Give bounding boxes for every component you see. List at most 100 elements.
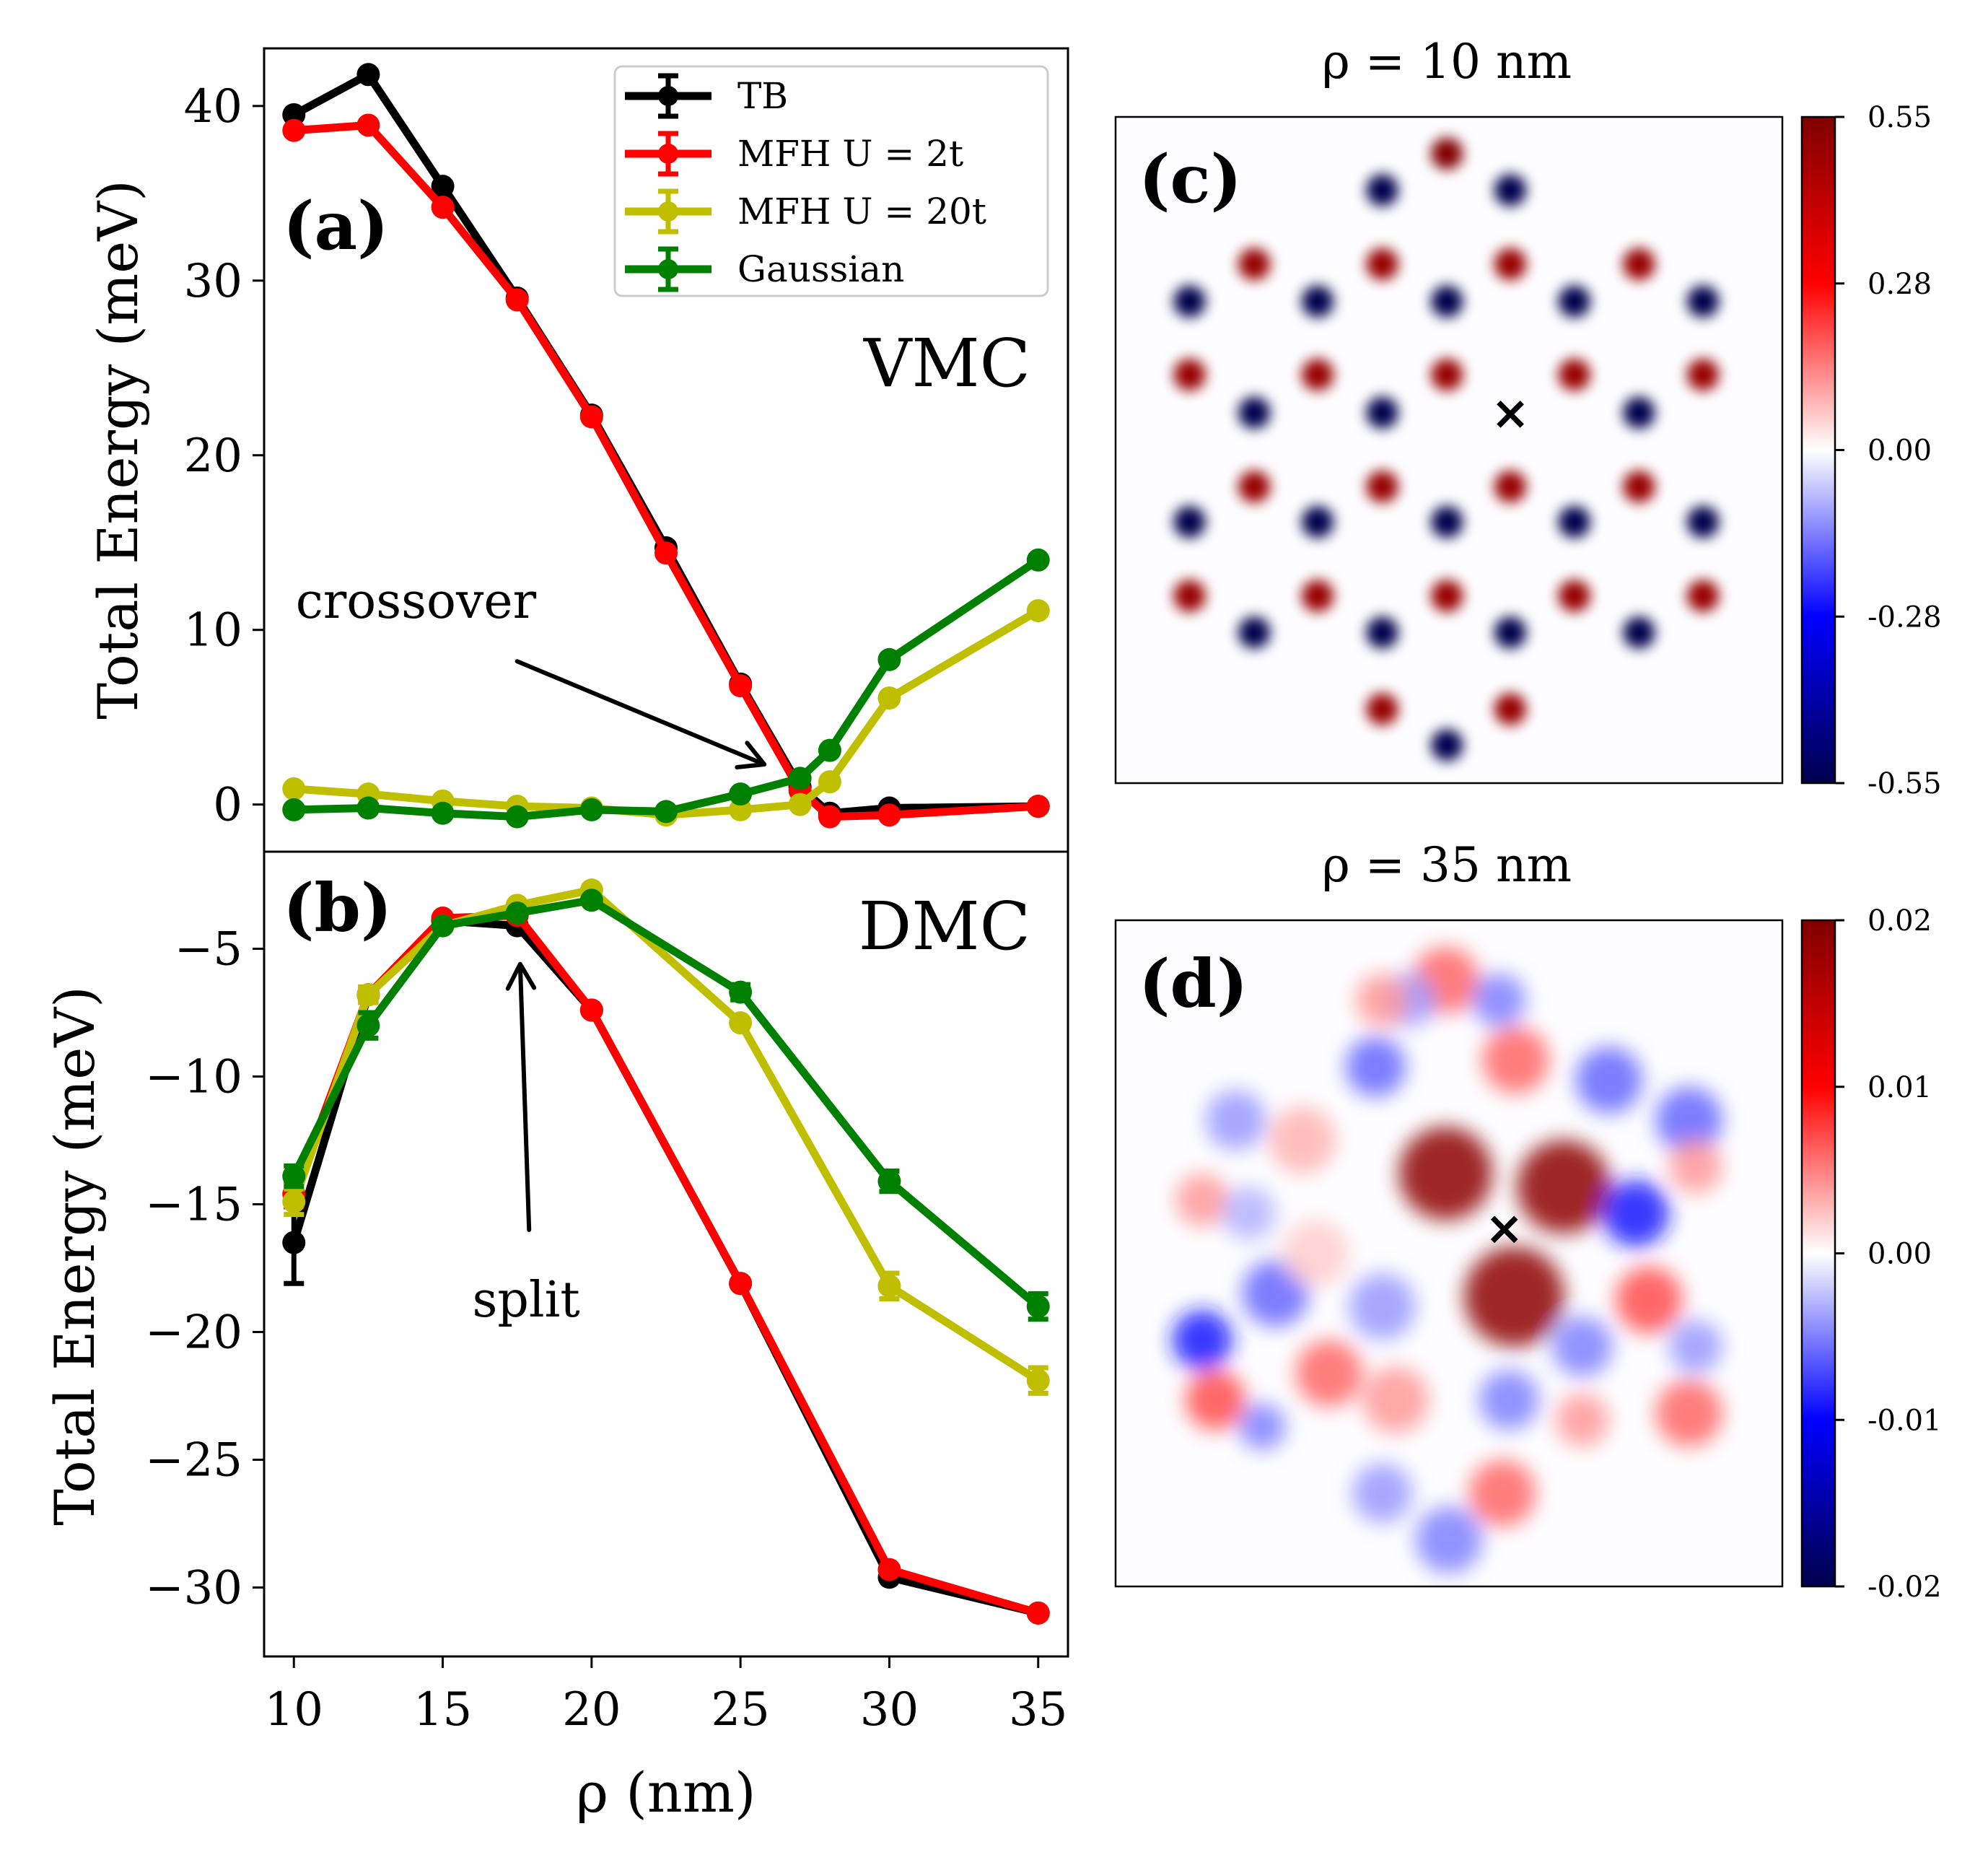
data-point: [282, 798, 306, 821]
negative-density-blob: [1602, 1179, 1669, 1247]
positive-density-blob: [1355, 973, 1409, 1027]
negative-density-blob: [1301, 506, 1334, 538]
positive-density-blob: [1398, 1127, 1493, 1221]
data-point: [1026, 548, 1050, 572]
positive-density-blob: [1686, 359, 1720, 391]
x-tick-label: 35: [1009, 1683, 1067, 1737]
x-tick-label: 25: [711, 1683, 769, 1737]
positive-density-blob: [1269, 1106, 1336, 1174]
x-tick-label: 30: [860, 1683, 919, 1737]
positive-density-blob: [1173, 580, 1206, 612]
panel-c-center-marker: ×: [1491, 387, 1530, 440]
y-tick-label: −10: [145, 1050, 242, 1104]
data-point: [877, 803, 901, 827]
data-point: [1026, 795, 1050, 818]
colorbar-tick-label: 0.00: [1867, 435, 1932, 468]
panel-c-heatmap: ρ = 10 nm × (c) 0.55 0.28 0.00 -0.28 -0.55: [1114, 34, 1942, 800]
negative-density-blob: [1173, 506, 1206, 538]
series-mfh-u-2t: [282, 904, 1050, 1625]
data-point: [579, 998, 603, 1022]
negative-density-blob: [1623, 616, 1655, 649]
colorbar-tick-label: 0.02: [1867, 904, 1932, 938]
annotation-arrow-head: [735, 741, 767, 770]
legend-marker: [658, 144, 678, 164]
positive-density-blob: [1558, 580, 1590, 612]
y-tick-label: −20: [145, 1306, 242, 1359]
negative-density-blob: [1301, 285, 1334, 318]
negative-density-blob: [1205, 1090, 1266, 1151]
negative-density-blob: [1494, 616, 1527, 649]
negative-density-blob: [1238, 616, 1271, 649]
legend-marker: [658, 259, 678, 279]
positive-density-blob: [1431, 359, 1463, 391]
panel-d-background: [1116, 920, 1782, 1586]
positive-density-blob: [1623, 471, 1655, 503]
legend-label: MFH U = 2t: [737, 133, 963, 175]
data-point: [356, 113, 380, 137]
data-point: [729, 674, 753, 698]
panel-d-title: ρ = 35 nm: [1322, 837, 1572, 893]
legend-label: TB: [737, 75, 788, 117]
colorbar-tick-label: 0.55: [1867, 101, 1932, 134]
negative-density-blob: [1222, 1187, 1276, 1241]
positive-density-blob: [1175, 1173, 1230, 1227]
data-point: [788, 767, 812, 790]
series-line-mfh-u-2t: [290, 911, 1040, 1617]
data-point: [505, 805, 529, 829]
colorbar-tick-label: -0.02: [1867, 1571, 1942, 1604]
series-line-mfh-u-20t: [290, 886, 1041, 1384]
data-point: [877, 686, 901, 710]
annotation-crossover: crossover: [296, 573, 537, 630]
data-point: [1026, 599, 1050, 623]
negative-density-blob: [1558, 506, 1590, 538]
data-point: [356, 1013, 380, 1037]
negative-density-blob: [1686, 506, 1720, 538]
panel-c-frame: [1114, 115, 1784, 785]
data-point: [729, 1272, 753, 1296]
positive-density-blob: [1668, 1140, 1722, 1194]
negative-density-blob: [1352, 1463, 1413, 1524]
panel-b-method-label: DMC: [859, 888, 1030, 965]
data-point: [282, 118, 306, 142]
y-tick-label: 10: [184, 604, 242, 658]
y-tick-label: 40: [184, 80, 242, 134]
data-point: [579, 405, 603, 429]
positive-density-blob: [1366, 471, 1398, 503]
negative-density-blob: [1558, 285, 1590, 318]
legend: TB MFH U = 2t MFH U = 20t Gaussian: [613, 65, 1049, 297]
positive-density-blob: [1186, 1369, 1246, 1431]
data-point: [356, 63, 380, 87]
data-point: [818, 770, 841, 794]
data-point: [654, 541, 678, 565]
positive-density-blob: [1173, 359, 1206, 391]
panel-a-method-label: VMC: [863, 325, 1030, 402]
positive-density-blob: [1468, 1459, 1536, 1527]
negative-density-blob: [1668, 1319, 1722, 1374]
series-tb: [282, 909, 1050, 1625]
positive-density-blob: [1282, 1220, 1349, 1287]
colorbar-tick-label: -0.28: [1867, 601, 1942, 634]
series-gaussian: [282, 548, 1050, 829]
positive-density-blob: [1431, 580, 1463, 612]
negative-density-blob: [1494, 174, 1527, 206]
panel-d-colorbar: [1800, 919, 1836, 1588]
data-point: [282, 1231, 306, 1254]
legend-box: [613, 65, 1049, 297]
data-point: [877, 647, 901, 671]
data-point: [729, 1011, 753, 1035]
panel-a-annotations: crossover: [296, 573, 767, 770]
panel-c-background: [1116, 117, 1782, 783]
data-point: [818, 805, 841, 829]
data-point: [431, 914, 455, 938]
data-point: [282, 1164, 306, 1188]
negative-density-blob: [1238, 396, 1271, 429]
x-tick-label: 15: [413, 1683, 472, 1737]
annotation-arrow-head: [505, 961, 537, 991]
negative-density-blob: [1575, 1047, 1642, 1114]
y-tick-label: −30: [145, 1561, 242, 1615]
positive-density-blob: [1494, 693, 1527, 725]
negative-density-blob: [1366, 396, 1398, 429]
positive-density-blob: [1301, 359, 1334, 391]
positive-density-blob: [1482, 1026, 1549, 1094]
